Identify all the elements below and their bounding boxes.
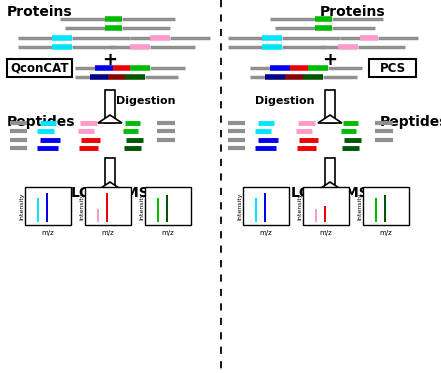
Bar — [7, 59, 72, 77]
Bar — [243, 187, 289, 225]
Text: LC–MS/MS: LC–MS/MS — [291, 185, 370, 199]
Bar — [105, 90, 115, 123]
Bar — [324, 206, 326, 222]
Bar — [46, 193, 48, 222]
Bar — [325, 158, 335, 190]
Bar — [325, 90, 335, 123]
Polygon shape — [318, 115, 342, 123]
Bar — [106, 193, 108, 222]
Text: m/z: m/z — [101, 230, 114, 236]
Text: Intensity: Intensity — [237, 192, 242, 220]
Text: Peptides: Peptides — [7, 115, 75, 129]
Text: Digestion: Digestion — [254, 96, 314, 106]
Bar — [25, 187, 71, 225]
Polygon shape — [318, 182, 342, 190]
Text: m/z: m/z — [161, 230, 174, 236]
Polygon shape — [98, 115, 122, 123]
Text: Peptides: Peptides — [380, 115, 441, 129]
Text: +: + — [102, 51, 117, 69]
Bar — [145, 187, 191, 225]
Text: Intensity: Intensity — [357, 192, 362, 220]
Bar — [369, 59, 416, 77]
Polygon shape — [98, 182, 122, 190]
Text: +: + — [322, 51, 337, 69]
Bar — [97, 210, 99, 222]
Text: QconCAT: QconCAT — [10, 62, 69, 75]
Bar — [255, 198, 257, 222]
Bar — [37, 198, 39, 222]
Bar — [85, 187, 131, 225]
Text: m/z: m/z — [380, 230, 392, 236]
Bar — [363, 187, 409, 225]
Text: Proteins: Proteins — [320, 5, 385, 19]
Bar — [166, 195, 168, 222]
Bar — [303, 187, 349, 225]
Bar — [105, 158, 115, 190]
Text: Intensity: Intensity — [297, 192, 302, 220]
Text: Intensity: Intensity — [19, 192, 24, 220]
Text: PCS: PCS — [379, 62, 406, 75]
Text: Digestion: Digestion — [116, 96, 176, 106]
Text: Intensity: Intensity — [79, 192, 84, 220]
Text: LC–MS/MS: LC–MS/MS — [71, 185, 149, 199]
Text: Proteins: Proteins — [7, 5, 73, 19]
Bar — [315, 210, 317, 222]
Bar — [264, 193, 266, 222]
Text: m/z: m/z — [41, 230, 54, 236]
Bar — [384, 195, 386, 222]
Bar — [157, 198, 159, 222]
Bar — [375, 198, 377, 222]
Text: Intensity: Intensity — [139, 192, 144, 220]
Text: m/z: m/z — [260, 230, 273, 236]
Text: m/z: m/z — [320, 230, 333, 236]
